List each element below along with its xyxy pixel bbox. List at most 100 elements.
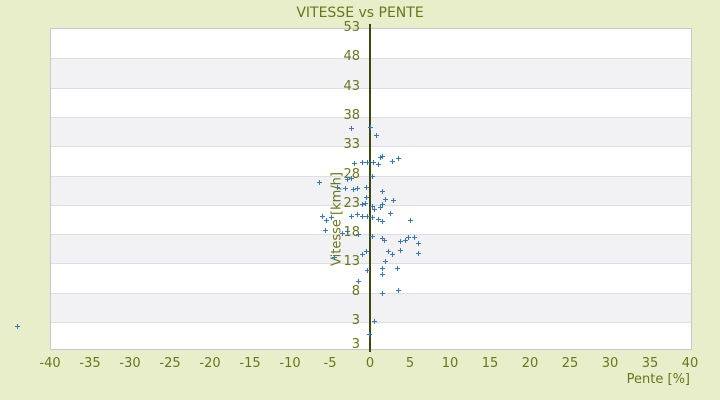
zero-axis-line — [369, 24, 371, 352]
plot-band — [51, 204, 691, 235]
y-tick-label: 3 — [351, 313, 360, 329]
data-point — [364, 248, 370, 254]
plot-band — [51, 234, 691, 264]
data-point — [375, 216, 381, 222]
data-point — [342, 186, 348, 192]
plot-band — [51, 87, 691, 117]
data-point — [345, 229, 351, 235]
data-point — [377, 204, 383, 210]
data-point — [397, 247, 403, 253]
data-point — [320, 213, 326, 219]
data-point — [379, 189, 385, 195]
data-point — [364, 184, 370, 190]
data-point — [366, 332, 372, 338]
data-point — [362, 200, 368, 206]
x-tick-label: -5 — [323, 356, 337, 371]
data-point — [317, 180, 323, 186]
data-point — [415, 250, 421, 256]
chart-title: VITESSE vs PENTE — [296, 5, 424, 21]
data-point — [350, 186, 356, 192]
x-tick-label: 0 — [365, 356, 375, 371]
data-point — [349, 176, 355, 182]
x-tick-label: 25 — [561, 356, 579, 371]
plot-band — [51, 322, 691, 349]
data-point — [394, 266, 400, 272]
data-point — [375, 162, 381, 168]
x-tick-label: 35 — [641, 356, 659, 371]
gridline — [51, 116, 691, 118]
data-point — [354, 211, 360, 217]
x-tick-label: -40 — [39, 356, 61, 371]
data-point — [352, 160, 358, 166]
data-point — [365, 213, 371, 219]
data-point — [364, 194, 370, 200]
plot-band — [51, 263, 691, 293]
x-axis-title: Pente [%] — [626, 372, 690, 387]
data-point — [416, 240, 422, 246]
data-point — [389, 251, 395, 257]
x-tick-label: 40 — [681, 356, 699, 371]
data-point — [380, 153, 386, 159]
y-tick-label: 33 — [343, 137, 360, 153]
data-point — [365, 160, 371, 166]
data-point — [354, 186, 360, 192]
data-point — [359, 213, 365, 219]
gridline — [51, 58, 691, 60]
y-tick-label: 8 — [351, 283, 360, 299]
x-tick-label: -15 — [239, 356, 261, 371]
plot-band — [51, 175, 691, 205]
x-tick-label: -20 — [199, 356, 221, 371]
data-point — [368, 125, 374, 131]
data-point — [329, 214, 335, 220]
y-axis-bottom-label: 3 — [351, 337, 360, 352]
data-point — [345, 176, 351, 182]
y-tick-label: 53 — [343, 20, 360, 35]
data-point — [380, 266, 386, 272]
data-point — [382, 196, 388, 202]
y-tick-label: 38 — [343, 107, 360, 123]
x-tick-label: 15 — [481, 356, 499, 371]
gridline — [51, 87, 691, 89]
y-tick-label: 43 — [343, 78, 360, 94]
data-point — [377, 155, 383, 161]
plot-band — [51, 292, 691, 323]
data-point — [387, 210, 393, 216]
data-point — [380, 272, 386, 278]
data-point — [379, 201, 385, 207]
data-point — [379, 290, 385, 296]
data-point — [385, 249, 391, 255]
data-point — [349, 126, 355, 132]
data-point — [372, 206, 378, 212]
data-point — [372, 319, 378, 325]
data-point — [359, 201, 365, 207]
x-tick-label: 20 — [521, 356, 539, 371]
data-point — [340, 230, 346, 236]
data-point — [379, 218, 385, 224]
data-point — [360, 160, 366, 166]
data-point — [369, 214, 375, 220]
plot-band — [51, 58, 691, 88]
gridline — [51, 292, 691, 294]
data-point — [405, 234, 411, 240]
plot-band — [51, 29, 691, 59]
x-tick-label: 10 — [441, 356, 459, 371]
gridline — [51, 234, 691, 236]
plot-band — [51, 116, 691, 147]
data-point — [390, 197, 396, 203]
y-tick-label: 18 — [343, 225, 360, 241]
y-tick-label: 23 — [343, 195, 360, 211]
x-tick-label: -35 — [79, 356, 101, 371]
gridline — [51, 263, 691, 265]
gridline — [51, 146, 691, 148]
data-point — [381, 238, 387, 244]
data-point — [365, 268, 371, 274]
data-point — [324, 217, 330, 223]
data-point — [349, 213, 355, 219]
x-tick-label: 5 — [405, 356, 415, 371]
data-point — [402, 237, 408, 243]
data-point — [14, 324, 20, 330]
data-point — [334, 184, 340, 190]
data-point — [360, 251, 366, 257]
data-point — [407, 217, 413, 223]
data-point — [373, 133, 379, 139]
